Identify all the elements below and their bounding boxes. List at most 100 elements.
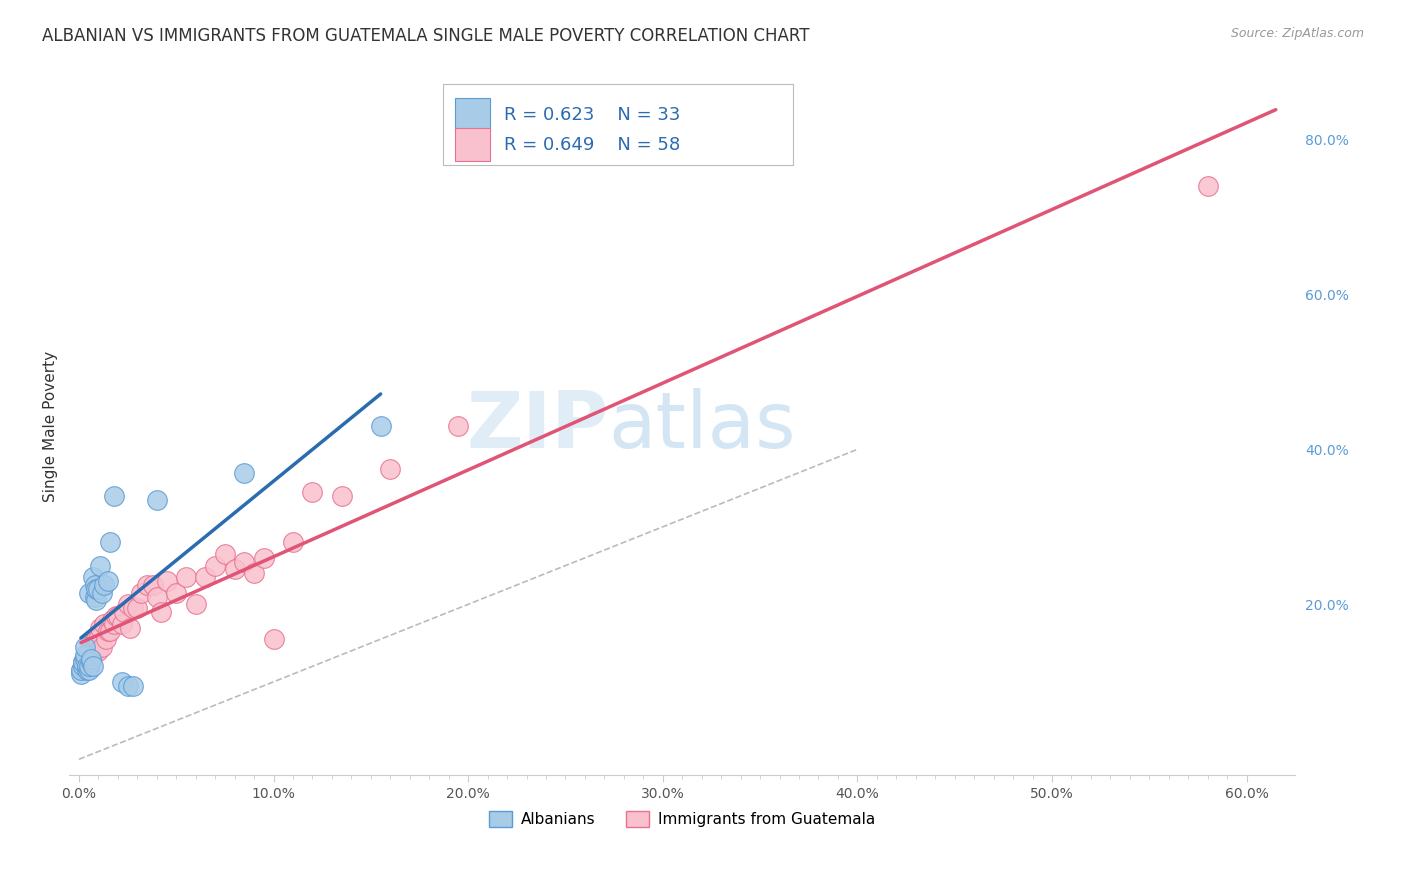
Point bbox=[243, 566, 266, 581]
Point bbox=[73, 648, 96, 662]
Point bbox=[73, 651, 96, 665]
Point bbox=[77, 585, 100, 599]
Point bbox=[117, 597, 139, 611]
Point bbox=[93, 616, 115, 631]
Point bbox=[146, 492, 169, 507]
Point bbox=[72, 656, 94, 670]
Point bbox=[165, 585, 187, 599]
Point bbox=[79, 651, 101, 665]
Text: R = 0.623    N = 33: R = 0.623 N = 33 bbox=[505, 106, 681, 124]
Point bbox=[98, 535, 121, 549]
Point bbox=[127, 601, 149, 615]
Point bbox=[77, 659, 100, 673]
Point bbox=[98, 624, 121, 639]
Point bbox=[87, 644, 110, 658]
Point bbox=[301, 485, 323, 500]
Point bbox=[112, 605, 135, 619]
Point bbox=[93, 578, 115, 592]
Point bbox=[70, 663, 93, 677]
Text: Source: ZipAtlas.com: Source: ZipAtlas.com bbox=[1230, 27, 1364, 40]
Point bbox=[83, 590, 105, 604]
Point bbox=[91, 585, 114, 599]
Point bbox=[83, 640, 105, 654]
Text: ZIP: ZIP bbox=[467, 388, 609, 464]
Point bbox=[118, 621, 141, 635]
Point bbox=[70, 663, 93, 677]
Point bbox=[86, 582, 108, 596]
Point bbox=[149, 605, 172, 619]
Point bbox=[111, 674, 134, 689]
Point bbox=[73, 651, 96, 665]
Text: R = 0.649    N = 58: R = 0.649 N = 58 bbox=[505, 136, 681, 153]
Bar bbox=[456, 128, 489, 161]
Point bbox=[253, 550, 276, 565]
Point bbox=[86, 632, 108, 647]
Point bbox=[82, 648, 104, 662]
Point bbox=[184, 597, 207, 611]
Point bbox=[122, 679, 145, 693]
Point bbox=[87, 632, 110, 647]
Point bbox=[1197, 178, 1219, 193]
Point bbox=[83, 578, 105, 592]
Point bbox=[233, 555, 256, 569]
Point bbox=[91, 640, 114, 654]
Point bbox=[103, 489, 125, 503]
Point bbox=[263, 632, 285, 647]
Point bbox=[104, 609, 127, 624]
Point bbox=[107, 609, 129, 624]
Point bbox=[77, 659, 100, 673]
Y-axis label: Single Male Poverty: Single Male Poverty bbox=[44, 351, 58, 501]
Point bbox=[76, 648, 98, 662]
Point bbox=[72, 659, 94, 673]
Point bbox=[214, 547, 236, 561]
Point bbox=[77, 663, 100, 677]
Point bbox=[330, 489, 353, 503]
Point bbox=[447, 419, 470, 434]
Point bbox=[86, 636, 108, 650]
Point bbox=[76, 656, 98, 670]
Point bbox=[82, 659, 104, 673]
Point bbox=[73, 659, 96, 673]
Point bbox=[370, 419, 392, 434]
Legend: Albanians, Immigrants from Guatemala: Albanians, Immigrants from Guatemala bbox=[482, 805, 882, 833]
Point bbox=[82, 570, 104, 584]
FancyBboxPatch shape bbox=[443, 85, 793, 165]
Point bbox=[70, 667, 93, 681]
Point bbox=[194, 570, 217, 584]
Point bbox=[380, 461, 402, 475]
Point bbox=[224, 562, 246, 576]
Point bbox=[73, 640, 96, 654]
Point bbox=[136, 578, 159, 592]
Point bbox=[89, 621, 111, 635]
Bar bbox=[456, 98, 489, 132]
Point bbox=[72, 659, 94, 673]
Point bbox=[76, 659, 98, 673]
Point bbox=[233, 466, 256, 480]
Point bbox=[79, 651, 101, 665]
Point bbox=[174, 570, 197, 584]
Point bbox=[87, 582, 110, 596]
Point bbox=[82, 636, 104, 650]
Point bbox=[79, 656, 101, 670]
Point bbox=[146, 590, 169, 604]
Point bbox=[96, 632, 118, 647]
Point bbox=[103, 616, 125, 631]
Point bbox=[204, 558, 226, 573]
Point bbox=[89, 558, 111, 573]
Text: ALBANIAN VS IMMIGRANTS FROM GUATEMALA SINGLE MALE POVERTY CORRELATION CHART: ALBANIAN VS IMMIGRANTS FROM GUATEMALA SI… bbox=[42, 27, 810, 45]
Point bbox=[122, 601, 145, 615]
Point bbox=[129, 585, 152, 599]
Point bbox=[111, 616, 134, 631]
Point bbox=[79, 640, 101, 654]
Point bbox=[155, 574, 177, 588]
Point bbox=[117, 679, 139, 693]
Point bbox=[142, 578, 165, 592]
Point bbox=[86, 593, 108, 607]
Text: atlas: atlas bbox=[609, 388, 796, 464]
Point bbox=[281, 535, 304, 549]
Point bbox=[83, 632, 105, 647]
Point bbox=[72, 656, 94, 670]
Point bbox=[76, 663, 98, 677]
Point bbox=[101, 613, 124, 627]
Point bbox=[97, 574, 120, 588]
